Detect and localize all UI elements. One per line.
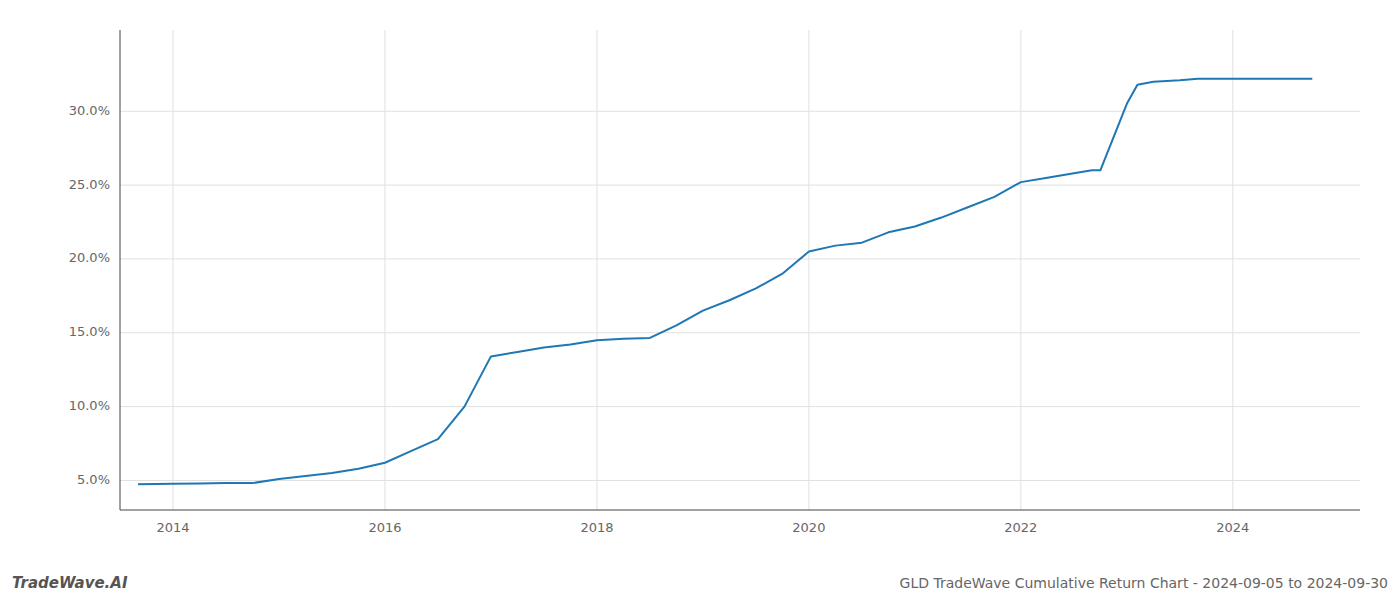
y-tick-label: 30.0% xyxy=(69,103,110,118)
x-tick-label: 2024 xyxy=(1216,520,1249,535)
x-grid-line xyxy=(384,30,385,510)
y-tick-label: 25.0% xyxy=(69,177,110,192)
x-tick-label: 2014 xyxy=(156,520,189,535)
y-grid-line xyxy=(120,111,1360,112)
x-tick-label: 2020 xyxy=(792,520,825,535)
x-grid-line xyxy=(1020,30,1021,510)
grid xyxy=(120,30,1360,510)
y-grid-line xyxy=(120,185,1360,186)
x-tick-label: 2018 xyxy=(580,520,613,535)
y-tick-label: 5.0% xyxy=(77,472,110,487)
y-tick-label: 10.0% xyxy=(69,398,110,413)
title: GLD TradeWave Cumulative Return Chart - … xyxy=(900,575,1388,591)
tick-labels: 5.0% 10.0% 15.0% 20.0% 25.0% 30.0% 2014 2016 201… xyxy=(69,103,1250,535)
y-grid-line xyxy=(120,258,1360,259)
y-axis-line xyxy=(120,30,121,510)
plot-area xyxy=(138,79,1312,484)
chart: 5.0% 10.0% 15.0% 20.0% 25.0% 30.0% 2014 2016 201… xyxy=(0,0,1400,600)
y-grid-line xyxy=(120,406,1360,407)
x-grid-line xyxy=(1232,30,1233,510)
x-tick-label: 2016 xyxy=(368,520,401,535)
x-tick-label: 2022 xyxy=(1004,520,1037,535)
series-line xyxy=(138,79,1312,484)
y-grid-line xyxy=(120,480,1360,481)
watermark: TradeWave.AI xyxy=(12,574,128,592)
x-grid-line xyxy=(596,30,597,510)
x-grid-line xyxy=(808,30,809,510)
y-grid-line xyxy=(120,332,1360,333)
y-tick-label: 20.0% xyxy=(69,250,110,265)
x-axis-line xyxy=(120,510,1360,511)
x-grid-line xyxy=(172,30,173,510)
y-tick-label: 15.0% xyxy=(69,324,110,339)
